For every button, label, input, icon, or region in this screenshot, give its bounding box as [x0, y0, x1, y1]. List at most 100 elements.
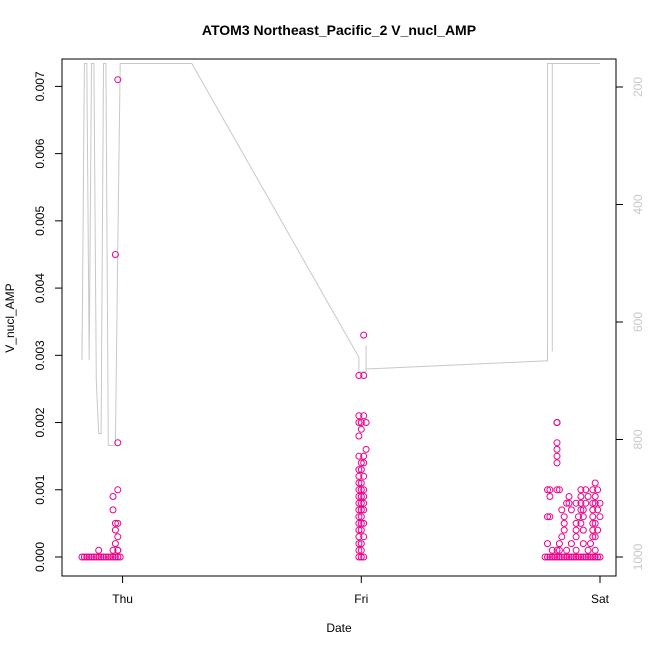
data-point: [107, 553, 115, 561]
data-point: [594, 506, 602, 514]
data-point: [92, 553, 100, 561]
data-point: [102, 553, 110, 561]
data-point: [596, 553, 604, 561]
y-tick-label: 0.001: [33, 474, 47, 504]
data-point: [360, 506, 368, 514]
data-point: [553, 439, 561, 447]
data-point: [565, 493, 573, 500]
data-point: [355, 466, 363, 474]
data-point: [567, 506, 575, 514]
data-point: [360, 412, 368, 420]
data-point: [560, 519, 568, 527]
data-point: [555, 546, 563, 554]
y2-tick-label: 400: [631, 194, 645, 214]
y-tick-label: 0.004: [33, 273, 47, 303]
y2-tick-label: 1000: [631, 543, 645, 570]
data-point: [558, 553, 566, 561]
data-point: [355, 499, 363, 507]
data-point: [111, 553, 119, 561]
data-point: [591, 499, 599, 507]
y-axis: 0.000 0.001 0.002 0.003 0.004 0.005 0.006 0.007: [33, 71, 63, 572]
data-point: [111, 540, 119, 548]
data-point: [360, 372, 368, 379]
data-point: [355, 486, 363, 494]
data-point: [591, 533, 599, 541]
data-point: [95, 553, 103, 561]
data-point: [563, 499, 571, 507]
data-point: [544, 540, 551, 548]
data-point: [544, 486, 551, 494]
data-point: [114, 486, 122, 494]
data-point: [589, 486, 597, 494]
data-point: [575, 513, 582, 521]
data-point: [357, 425, 365, 433]
data-point: [114, 439, 122, 447]
data-point: [563, 553, 571, 561]
data-point: [589, 513, 597, 521]
data-point: [572, 533, 580, 541]
data-point: [88, 553, 95, 561]
data-point: [360, 331, 368, 339]
data-point: [109, 546, 117, 554]
data-point: [114, 533, 122, 541]
data-point: [357, 419, 365, 426]
x-tick-label: Thu: [112, 592, 133, 606]
data-point: [587, 553, 594, 561]
y-tick-label: 0.003: [33, 340, 47, 370]
data-point: [111, 251, 119, 258]
data-point: [544, 513, 551, 521]
altitude-line: [81, 63, 600, 446]
data-point: [591, 479, 599, 487]
data-point: [587, 540, 594, 548]
data-point: [575, 553, 582, 561]
data-point: [90, 553, 98, 561]
data-point: [114, 76, 122, 84]
y2-axis: 200 400 600 800 1000: [615, 77, 645, 570]
data-point: [360, 486, 368, 494]
data-point: [572, 553, 580, 561]
data-point: [357, 553, 365, 561]
data-point: [355, 553, 363, 561]
data-point: [567, 540, 575, 548]
y-tick-label: 0.000: [33, 542, 47, 572]
data-point: [577, 553, 585, 561]
data-point: [357, 519, 365, 527]
data-point: [357, 459, 365, 467]
data-point: [594, 526, 602, 534]
data-point: [577, 506, 585, 514]
data-point: [357, 540, 365, 548]
data-point: [360, 499, 368, 507]
data-point: [589, 499, 597, 507]
data-point: [355, 526, 363, 534]
data-point: [360, 493, 368, 500]
y2-tick-label: 600: [631, 312, 645, 332]
data-point: [591, 493, 599, 500]
data-point: [80, 553, 88, 561]
data-point: [553, 486, 561, 494]
data-point: [109, 493, 117, 500]
data-point: [558, 533, 566, 541]
data-point: [572, 546, 580, 554]
altitude-series-line: [81, 63, 600, 446]
data-point: [553, 553, 561, 561]
data-point: [78, 553, 86, 561]
data-point: [579, 526, 587, 534]
data-point: [355, 472, 363, 480]
data-point: [591, 553, 599, 561]
points-layer: [78, 76, 604, 561]
data-point: [553, 459, 561, 467]
data-point: [355, 546, 363, 554]
data-point: [584, 553, 592, 561]
data-point: [565, 499, 573, 507]
data-point: [114, 546, 122, 554]
data-point: [544, 553, 551, 561]
data-point: [360, 452, 368, 460]
data-point: [548, 546, 556, 554]
data-point: [362, 445, 370, 453]
y2-tick-label: 200: [631, 77, 645, 97]
data-point: [558, 506, 566, 514]
data-point: [572, 499, 580, 507]
y-tick-label: 0.002: [33, 407, 47, 437]
x-tick-label: Fri: [354, 592, 368, 606]
data-point: [357, 479, 365, 487]
